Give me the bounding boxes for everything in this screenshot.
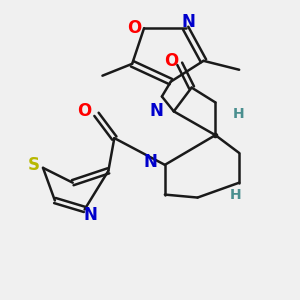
Text: S: S [28, 156, 40, 174]
Text: N: N [84, 206, 98, 224]
Text: N: N [143, 153, 157, 171]
Text: H: H [233, 107, 245, 121]
Text: O: O [77, 102, 92, 120]
Text: O: O [127, 19, 141, 37]
Text: O: O [164, 52, 178, 70]
Text: N: N [149, 102, 163, 120]
Text: H: H [230, 188, 242, 202]
Text: N: N [182, 13, 196, 31]
